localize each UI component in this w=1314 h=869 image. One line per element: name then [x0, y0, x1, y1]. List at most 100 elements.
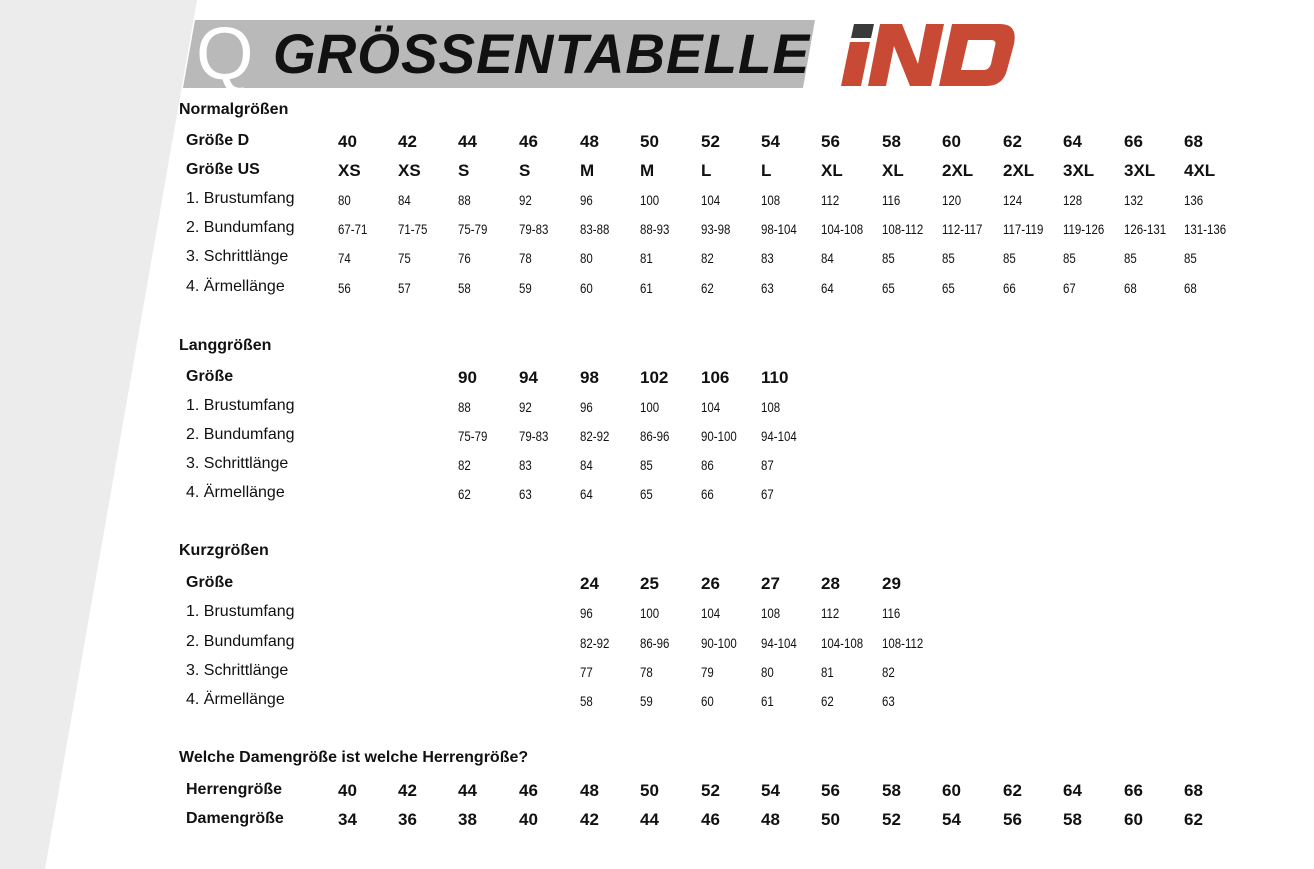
- table-cell: 40: [338, 781, 357, 800]
- table-cell: 88: [458, 192, 471, 208]
- table-cell: 50: [821, 810, 840, 829]
- table-cell: 50: [640, 781, 659, 800]
- table-cell: 75-79: [458, 428, 488, 444]
- table-cell: 102: [640, 368, 669, 387]
- table-cell: 80: [338, 192, 351, 208]
- table-cell: 58: [458, 280, 471, 296]
- row-label: 1. Brustumfang: [186, 397, 295, 414]
- table-cell: 100: [640, 192, 660, 208]
- table-cell: M: [640, 161, 655, 180]
- table-cell: 116: [882, 192, 901, 208]
- table-cell: 68: [1184, 781, 1203, 800]
- table-cell: 77: [580, 664, 593, 680]
- table-cell: 54: [942, 810, 961, 829]
- table-cell: 126-131: [1124, 221, 1167, 237]
- table-cell: 44: [458, 781, 477, 800]
- table-row: 1. Brustumfang 88 92 96 100 104 108: [0, 397, 1314, 421]
- table-row: 2. Bundumfang 67-71 71-75 75-79 79-83 83-88 88…: [0, 219, 1314, 243]
- table-cell: 60: [701, 693, 714, 709]
- table-cell: 85: [1003, 250, 1016, 266]
- table-cell: 74: [338, 250, 351, 266]
- table-cell: 82: [701, 250, 714, 266]
- table-cell: 61: [640, 280, 653, 296]
- row-label: Größe: [186, 574, 234, 591]
- logo-i-dot: [851, 24, 874, 38]
- table-cell: 104: [701, 399, 721, 415]
- table-cell: 86-96: [640, 428, 670, 444]
- table-cell: 64: [1063, 781, 1082, 800]
- logo-d: [939, 24, 1015, 86]
- damen-section-heading: Welche Damengröße ist welche Herrengröße…: [179, 749, 529, 766]
- table-cell: 34: [338, 810, 357, 829]
- table-cell: 65: [942, 280, 955, 296]
- table-cell: 108: [761, 192, 781, 208]
- table-cell: 28: [821, 574, 840, 593]
- table-cell: 40: [338, 132, 357, 151]
- table-cell: 82-92: [580, 428, 610, 444]
- table-cell: 58: [1063, 810, 1082, 829]
- table-cell: 50: [640, 132, 659, 151]
- table-cell: 84: [398, 192, 411, 208]
- table-cell: 48: [580, 132, 599, 151]
- table-cell: 52: [882, 810, 901, 829]
- table-row: 3. Schrittlänge 74 75 76 78 80 81 82 83 84 85 85 85 8…: [0, 248, 1314, 272]
- table-cell: 26: [701, 574, 720, 593]
- table-cell: 54: [761, 132, 780, 151]
- row-label: 4. Ärmellänge: [186, 278, 285, 295]
- table-cell: XL: [821, 161, 843, 180]
- table-cell: 82: [882, 664, 895, 680]
- row-label: 4. Ärmellänge: [186, 691, 285, 708]
- table-cell: 58: [882, 132, 901, 151]
- table-cell: 98-104: [761, 221, 797, 237]
- table-cell: 78: [640, 664, 653, 680]
- table-cell: 93-98: [701, 221, 731, 237]
- table-cell: S: [519, 161, 531, 180]
- table-cell: 100: [640, 399, 660, 415]
- table-cell: 76: [458, 250, 471, 266]
- table-cell: 85: [640, 457, 653, 473]
- table-cell: 82-92: [580, 635, 610, 651]
- table-cell: 83: [761, 250, 774, 266]
- table-cell: 60: [942, 781, 961, 800]
- table-cell: 24: [580, 574, 599, 593]
- table-cell: 57: [398, 280, 411, 296]
- table-cell: 48: [580, 781, 599, 800]
- row-label: 3. Schrittlänge: [186, 455, 289, 472]
- kurz-section-heading: Kurzgrößen: [179, 542, 269, 559]
- table-cell: 62: [701, 280, 714, 296]
- table-cell: 63: [519, 486, 532, 502]
- table-cell: 71-75: [398, 221, 428, 237]
- table-cell: 96: [580, 605, 593, 621]
- table-cell: L: [761, 161, 772, 180]
- table-cell: 92: [519, 192, 532, 208]
- table-cell: 108: [761, 399, 781, 415]
- table-cell: 65: [640, 486, 653, 502]
- table-cell: 62: [821, 693, 834, 709]
- table-cell: 86-96: [640, 635, 670, 651]
- table-cell: 88: [458, 399, 471, 415]
- row-label: 1. Brustumfang: [186, 190, 295, 207]
- row-label: 3. Schrittlänge: [186, 248, 289, 265]
- row-label: 4. Ärmellänge: [186, 484, 285, 501]
- table-cell: 106: [701, 368, 730, 387]
- table-cell: 54: [761, 781, 780, 800]
- table-cell: 92: [519, 399, 532, 415]
- table-cell: 56: [338, 280, 351, 296]
- table-row: 4. Ärmellänge 62 63 64 65 66 67: [0, 484, 1314, 508]
- table-cell: 66: [1124, 781, 1143, 800]
- table-row: 4. Ärmellänge 56 57 58 59 60 61 62 63 64 65 65 66 67 6…: [0, 278, 1314, 302]
- table-row: Größe 90 94 98 102 106 110: [0, 368, 1314, 392]
- table-cell: 108-112: [882, 221, 924, 237]
- table-cell: 36: [398, 810, 417, 829]
- table-cell: 119-126: [1063, 221, 1105, 237]
- row-label: Herrengröße: [186, 781, 283, 798]
- table-cell: XS: [398, 161, 421, 180]
- table-cell: 124: [1003, 192, 1023, 208]
- table-cell: 78: [519, 250, 532, 266]
- table-cell: 64: [821, 280, 834, 296]
- table-cell: 3XL: [1124, 161, 1156, 180]
- table-row: Größe US XS XS S S M M L L XL XL 2XL 2XL 3XL 3XL 4XL: [0, 161, 1314, 185]
- table-cell: L: [701, 161, 712, 180]
- table-cell: 75-79: [458, 221, 488, 237]
- q-letter: Q: [196, 12, 254, 95]
